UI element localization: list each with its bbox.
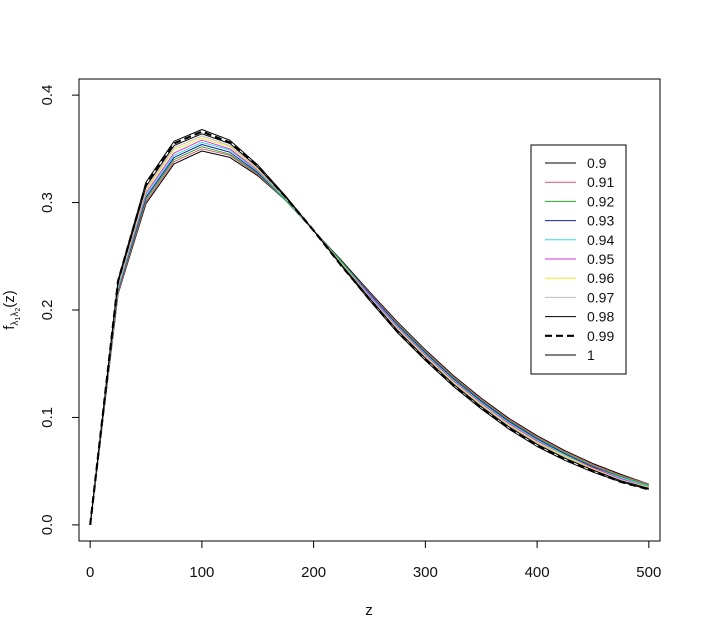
legend-label-4: 0.94 — [587, 232, 614, 248]
legend-label-5: 0.95 — [587, 251, 614, 267]
x-axis: 0 100 200 300 400 500 — [86, 540, 661, 581]
y-axis-title-sub1-sub: 1 — [15, 317, 22, 321]
series-line-3 — [89, 144, 649, 525]
legend-label-7: 0.97 — [587, 289, 614, 305]
series-line-1 — [89, 148, 649, 525]
x-tick-label-4: 400 — [525, 564, 550, 581]
y-tick-label-2: 0.2 — [39, 300, 56, 321]
legend: 0.9 0.91 0.92 0.93 0.94 0.95 0.96 0.97 0.98 0.99 1 — [530, 144, 627, 375]
y-axis-title-sub1: λ — [10, 321, 21, 326]
y-tick-label-0: 0.0 — [39, 514, 56, 535]
legend-label-3: 0.93 — [587, 213, 614, 229]
x-tick-label-2: 200 — [301, 564, 326, 581]
legend-label-8: 0.98 — [587, 309, 614, 325]
y-axis-title-base: f — [1, 325, 18, 330]
series-line-9 — [89, 130, 650, 526]
x-tick-label-5: 500 — [636, 564, 661, 581]
series-layer — [89, 129, 650, 526]
y-axis-title-arg: (z) — [1, 290, 18, 308]
y-axis: 0.0 0.1 0.2 0.3 0.4 — [39, 85, 80, 535]
y-tick-label-4: 0.4 — [39, 85, 56, 106]
y-axis-title: fλ1λ2(z) — [1, 290, 22, 329]
y-axis-title-sub2: λ — [10, 312, 21, 317]
legend-label-0: 0.9 — [587, 155, 607, 171]
series-line-10 — [89, 129, 649, 525]
x-tick-label-0: 0 — [86, 564, 94, 581]
y-tick-label-3: 0.3 — [39, 192, 56, 213]
series-line-0 — [89, 150, 649, 525]
series-line-4 — [89, 141, 649, 525]
svg-text:fλ1λ2(z): fλ1λ2(z) — [1, 290, 22, 329]
legend-label-6: 0.96 — [587, 270, 614, 286]
y-axis-title-sub2-sub: 2 — [15, 308, 22, 312]
legend-label-1: 0.91 — [587, 174, 614, 190]
legend-label-2: 0.92 — [587, 193, 614, 209]
legend-label-10: 1 — [587, 347, 595, 363]
series-line-7 — [89, 135, 649, 525]
y-tick-label-1: 0.1 — [39, 407, 56, 428]
legend-label-9: 0.99 — [587, 328, 614, 344]
x-tick-label-1: 100 — [189, 564, 214, 581]
x-axis-title: z — [365, 602, 373, 619]
x-tick-label-3: 300 — [413, 564, 438, 581]
